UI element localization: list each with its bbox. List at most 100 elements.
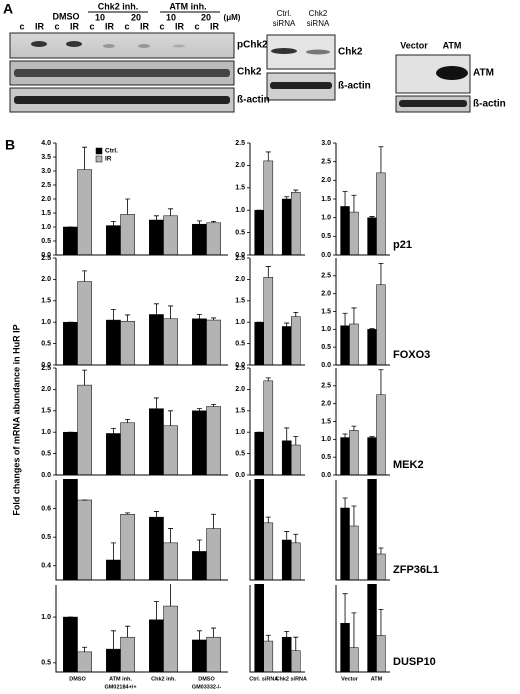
bar <box>106 319 121 365</box>
label: DMSO <box>69 676 86 682</box>
y-tick-label: 0.5 <box>41 340 51 347</box>
chart <box>254 151 301 255</box>
bar <box>63 226 78 255</box>
y-tick-label: 2.5 <box>41 255 51 262</box>
y-tick-label: 2.0 <box>321 401 331 408</box>
label: A <box>3 1 13 17</box>
y-tick-label: 1.5 <box>41 298 51 305</box>
y-tick-label: 1.0 <box>41 429 51 436</box>
label: DMSO <box>53 11 80 21</box>
bar <box>281 539 292 580</box>
axis <box>55 368 228 476</box>
y-tick-label: 1.5 <box>235 298 245 305</box>
bar <box>340 623 350 672</box>
y-tick-label: 1.5 <box>321 308 331 315</box>
bar <box>376 635 386 672</box>
bar <box>349 323 359 365</box>
bar <box>349 211 359 255</box>
label: p21 <box>393 239 412 251</box>
axis <box>335 258 390 366</box>
error-bar <box>351 194 357 213</box>
label: c <box>124 21 129 31</box>
bar <box>263 640 274 672</box>
bar <box>206 406 221 475</box>
bar <box>281 636 292 672</box>
label: Chk2 siRNA <box>276 676 308 682</box>
bar <box>254 479 265 580</box>
error-bar <box>168 528 174 543</box>
error-bar <box>153 397 159 409</box>
y-tick-label: 1.0 <box>41 224 51 231</box>
y-tick-label: 0.5 <box>235 229 245 236</box>
label: FOXO3 <box>393 349 430 361</box>
label: GM02184+/+ <box>104 684 136 690</box>
bar <box>106 559 121 580</box>
chart <box>63 146 221 255</box>
y-tick-label: 1.5 <box>235 185 245 192</box>
y-tick-label: 2.5 <box>235 365 245 372</box>
y-tick-label: 3.0 <box>321 140 331 147</box>
y-tick-label: 1.5 <box>321 196 331 203</box>
bar <box>106 648 121 672</box>
axis <box>249 143 305 256</box>
error-bar <box>342 191 348 207</box>
error-bar <box>211 317 217 321</box>
error-bar <box>125 314 131 322</box>
error-bar <box>293 533 299 543</box>
y-tick-label: 0.0 <box>321 472 331 479</box>
error-bar <box>125 512 131 515</box>
label: DUSP10 <box>393 656 436 668</box>
bar <box>349 525 359 580</box>
y-tick-label: 4.0 <box>41 140 51 147</box>
error-bar <box>342 497 348 508</box>
error-bar <box>378 146 384 173</box>
error-bar <box>168 305 174 319</box>
bar <box>63 479 78 580</box>
bar <box>206 528 221 580</box>
label: c <box>194 21 199 31</box>
label: Vector <box>400 40 428 50</box>
error-bar <box>369 216 375 218</box>
bar <box>254 584 265 672</box>
bar <box>291 316 301 365</box>
error-bar <box>196 539 202 552</box>
error-bar <box>293 636 299 651</box>
label: Ctrl. <box>277 9 292 18</box>
error-bar <box>82 646 88 652</box>
error-bar <box>342 312 348 326</box>
bar <box>281 326 292 365</box>
error-bar <box>196 408 202 411</box>
error-bar <box>378 262 384 285</box>
error-bar <box>293 189 299 193</box>
y-tick-label: 2.0 <box>235 162 245 169</box>
error-bar <box>211 221 217 223</box>
axis <box>249 480 305 581</box>
bar <box>77 384 92 475</box>
label: Chk2 <box>338 47 363 58</box>
y-tick-label: 2.0 <box>41 386 51 393</box>
error-bar <box>110 308 116 321</box>
bar <box>206 319 221 365</box>
chart <box>340 262 386 365</box>
error-bar <box>125 418 131 423</box>
y-tick-label: 2.5 <box>235 255 245 262</box>
legend-swatch <box>95 155 103 163</box>
label: ATM inh. <box>169 1 206 11</box>
y-tick-label: 2.0 <box>235 386 245 393</box>
y-tick-label: 0.5 <box>235 340 245 347</box>
label: pChk2 <box>237 40 268 51</box>
panel-a <box>9 32 471 113</box>
y-tick-label: 0.0 <box>321 252 331 259</box>
label: IR <box>105 21 115 31</box>
y-tick-label: 0.5 <box>41 450 51 457</box>
bar <box>349 647 359 672</box>
y-tick-label: 1.0 <box>321 215 331 222</box>
label: IR <box>35 21 45 31</box>
bar <box>192 551 207 580</box>
axis <box>55 585 228 673</box>
error-bar <box>342 433 348 438</box>
label: ZFP36L1 <box>393 564 439 576</box>
error-bar <box>351 425 357 431</box>
axis <box>249 368 305 476</box>
